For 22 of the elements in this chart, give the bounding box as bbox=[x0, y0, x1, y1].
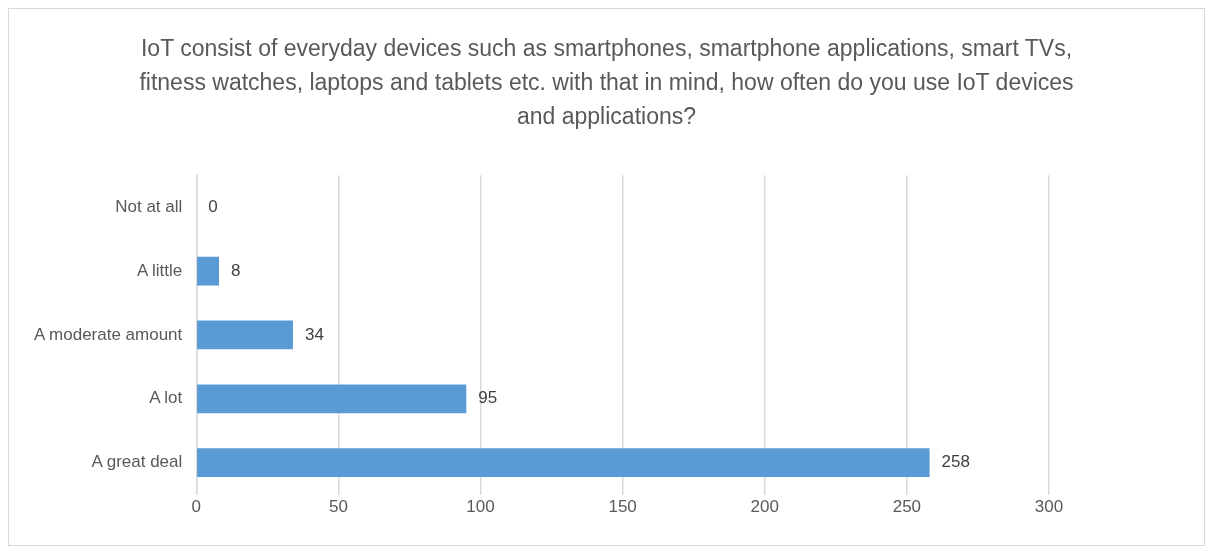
data-label: 8 bbox=[231, 260, 241, 280]
y-tick-label: A moderate amount bbox=[33, 324, 183, 344]
y-tick-label: A lot bbox=[149, 388, 183, 408]
x-tick-label: 200 bbox=[750, 497, 779, 517]
y-tick-label: A great deal bbox=[91, 452, 183, 472]
data-label: 34 bbox=[304, 324, 324, 344]
y-tick-label: Not at all bbox=[115, 196, 183, 216]
x-tick-label: 0 bbox=[191, 497, 202, 517]
bar bbox=[197, 448, 930, 478]
x-tick-label: 150 bbox=[608, 497, 637, 517]
x-tick-label: 100 bbox=[466, 497, 495, 517]
data-label: 258 bbox=[941, 452, 970, 472]
x-tick-label: 300 bbox=[1034, 497, 1064, 517]
data-label: 0 bbox=[208, 196, 218, 216]
x-tick-label: 250 bbox=[892, 497, 922, 517]
chart-title: IoT consist of everyday devices such as smartphones, smartphone applications, smart TVs, fitness watches, laptops and tablets etc. with that in mind, how often do you use IoT devices and applications? bbox=[138, 34, 1075, 131]
bar bbox=[197, 256, 220, 286]
bar bbox=[197, 384, 467, 414]
bar bbox=[197, 320, 293, 350]
data-label: 95 bbox=[478, 388, 498, 408]
y-tick-label: A little bbox=[136, 260, 183, 280]
x-tick-label: 50 bbox=[328, 497, 348, 517]
